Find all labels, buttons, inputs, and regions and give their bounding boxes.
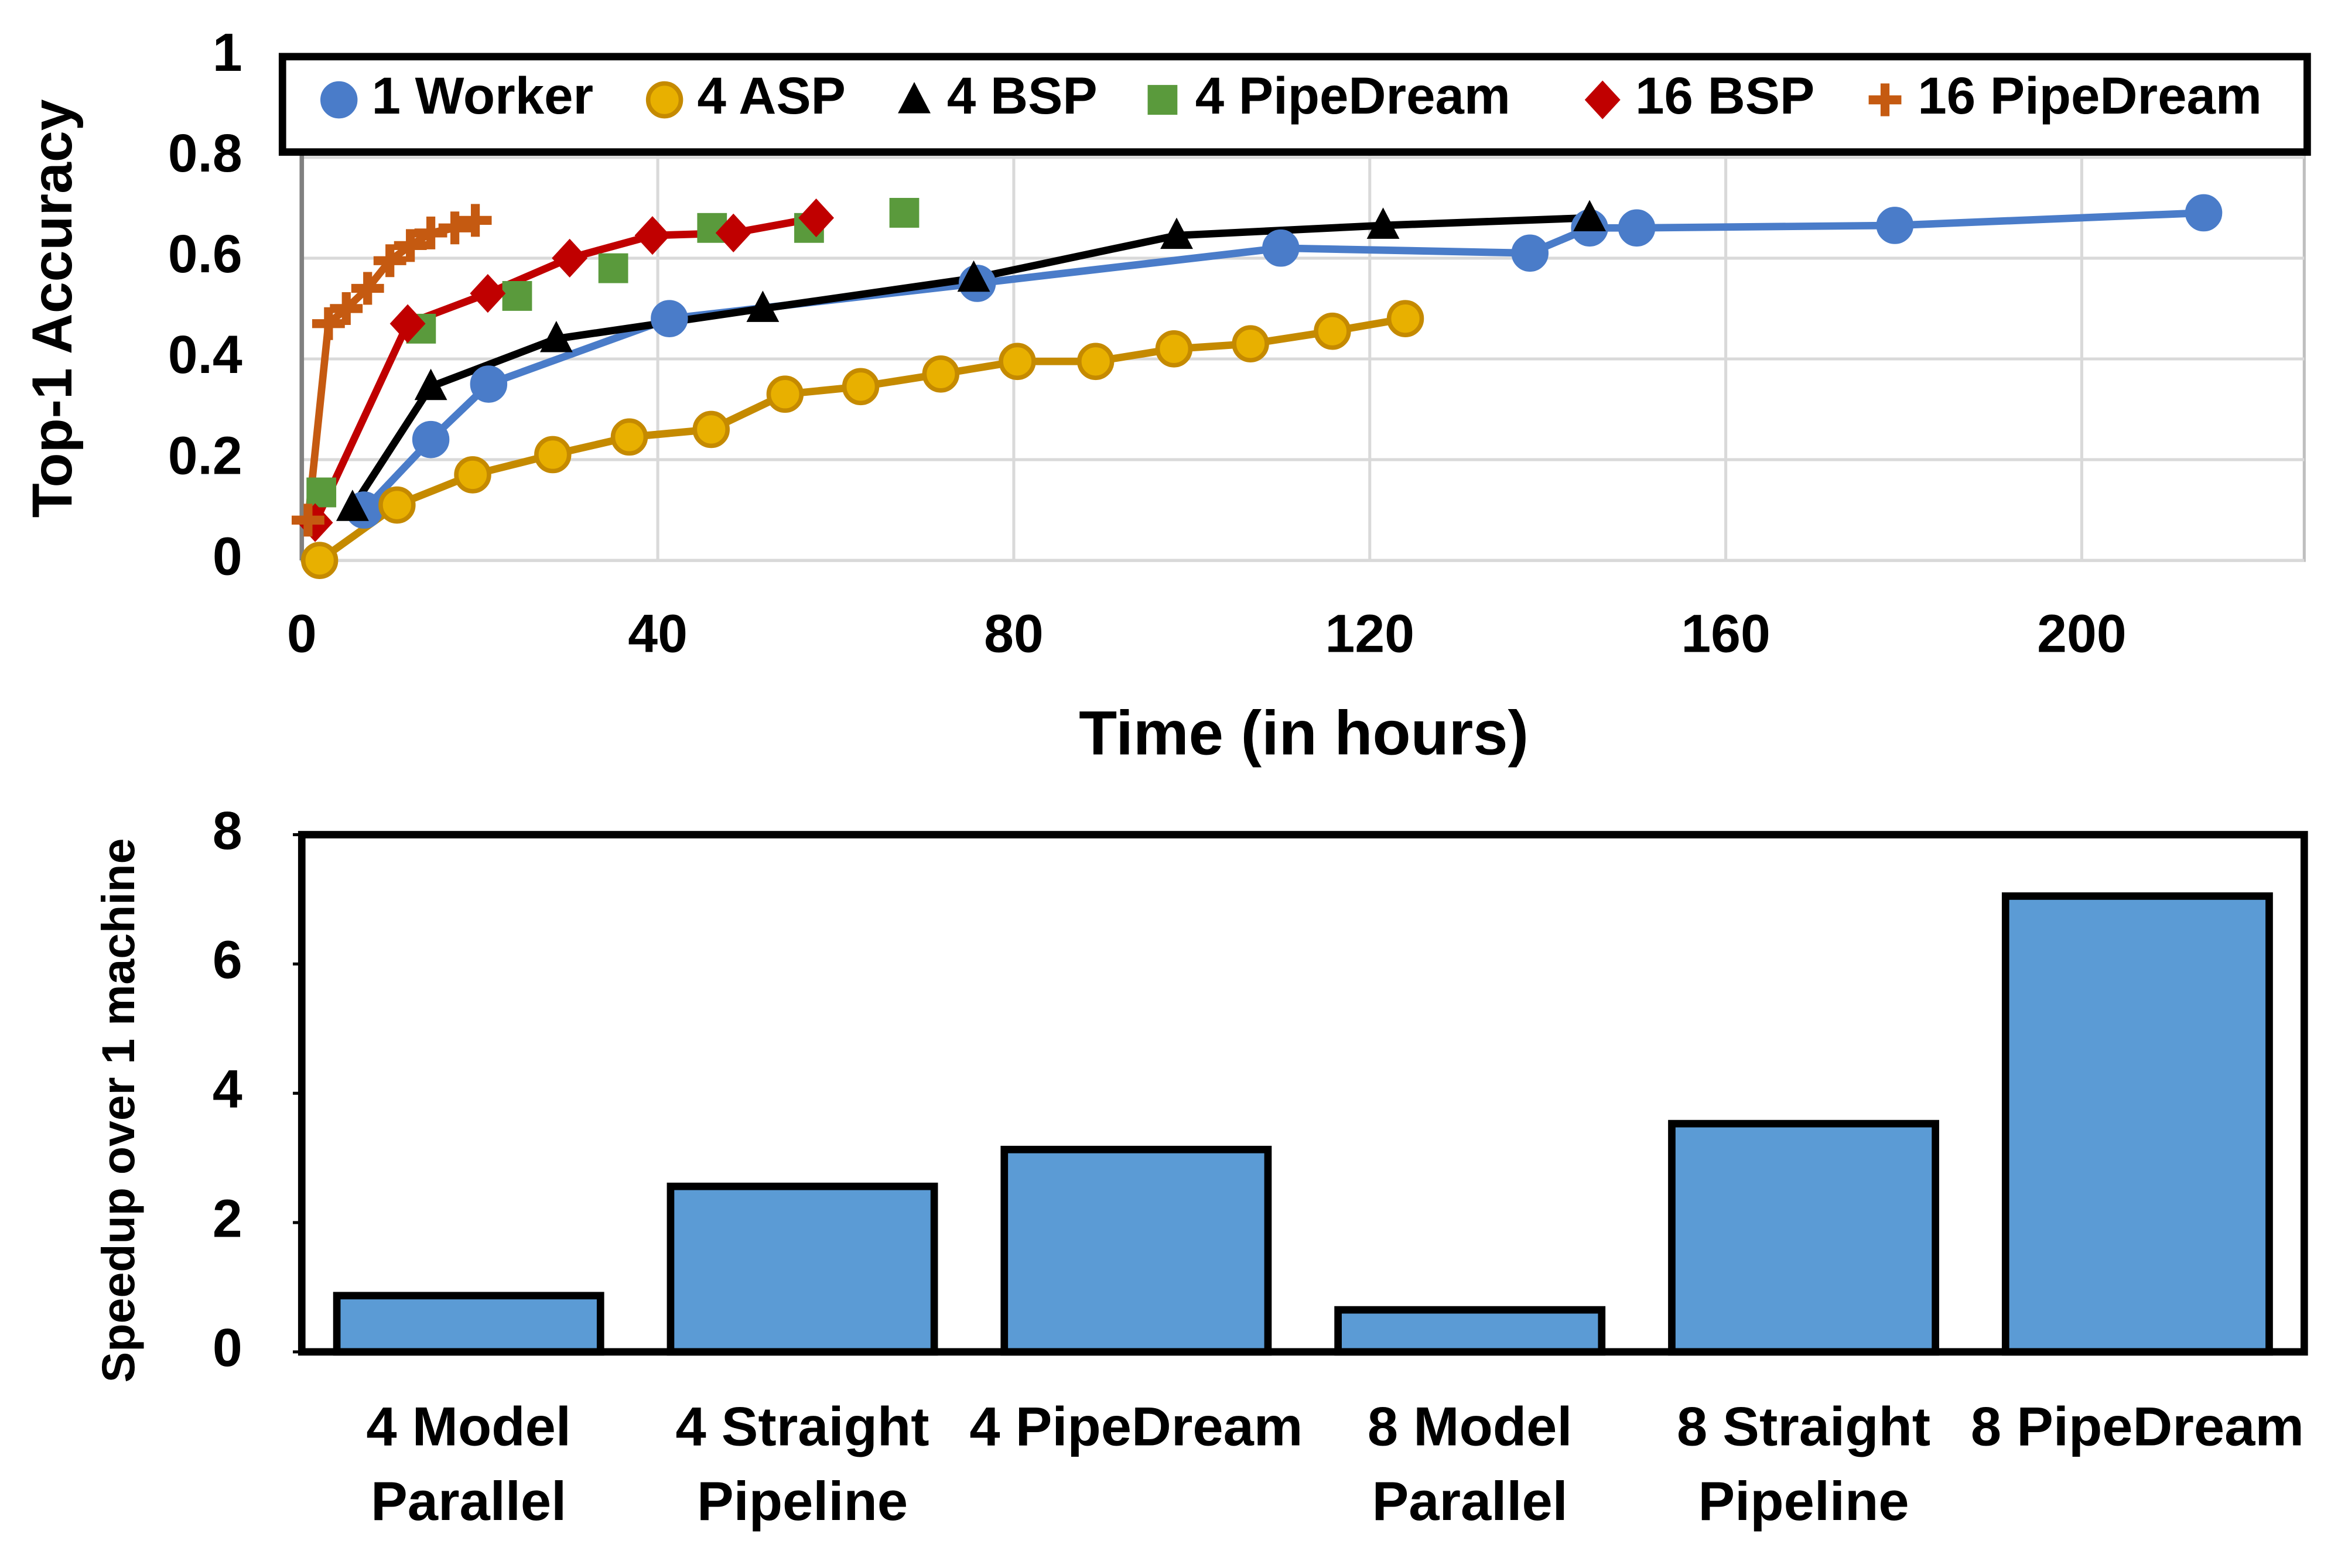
marker: [414, 216, 447, 249]
legend-label: 4 BSP: [947, 66, 1098, 125]
marker: [1077, 343, 1115, 381]
series-line: [349, 214, 1590, 510]
marker: [394, 229, 427, 262]
legend-label: 4 ASP: [697, 66, 845, 125]
marker: [306, 477, 337, 508]
legend-marker: [645, 81, 683, 119]
y-tick-label: 8: [213, 801, 242, 861]
marker: [692, 410, 730, 449]
y-tick-label: 6: [213, 930, 242, 990]
marker: [1511, 234, 1549, 272]
marker: [438, 211, 471, 245]
marker: [999, 343, 1036, 381]
marker: [922, 355, 960, 393]
legend-label: 4 PipeDream: [1195, 66, 1510, 125]
marker: [766, 375, 804, 413]
marker: [351, 272, 384, 305]
marker: [502, 280, 532, 311]
y-tick-label: 1: [213, 23, 242, 83]
x-axis-title: Time (in hours): [1079, 697, 1529, 768]
marker: [336, 489, 369, 521]
marker: [1232, 325, 1269, 362]
x-tick-label: 40: [628, 604, 688, 664]
legend-marker: [1584, 80, 1621, 119]
marker: [715, 213, 751, 252]
y-tick-label: 0: [213, 526, 242, 586]
bar: [1000, 1145, 1272, 1356]
x-tick-label: Pipeline: [697, 1470, 908, 1532]
plot-frame: [298, 831, 2308, 1356]
marker: [1314, 312, 1351, 350]
y-tick-label: 0.8: [168, 124, 242, 183]
y-tick-label: 0.4: [168, 325, 242, 385]
bar: [333, 1292, 604, 1356]
y-tick-label: 0: [213, 1318, 242, 1378]
legend-box: [278, 53, 2311, 156]
x-tick-label: 4 Model: [366, 1396, 571, 1457]
marker: [1160, 217, 1193, 249]
bar: [2001, 892, 2273, 1356]
marker: [414, 368, 447, 400]
marker: [291, 504, 324, 537]
x-tick-label: Parallel: [371, 1470, 566, 1532]
marker: [470, 274, 506, 313]
marker: [1573, 200, 1607, 231]
x-tick-label: 200: [2037, 604, 2126, 664]
x-tick-label: 4 Straight: [675, 1396, 929, 1457]
bar: [1668, 1119, 1939, 1356]
x-tick-label: 8 Model: [1368, 1396, 1573, 1457]
y-tick-label: 4: [213, 1059, 242, 1119]
marker: [1386, 300, 1424, 337]
marker: [2185, 194, 2223, 232]
x-tick-label: 8 Straight: [1677, 1396, 1930, 1457]
marker: [651, 300, 688, 337]
x-tick-label: 120: [1325, 604, 1414, 664]
legend-marker: [1147, 85, 1178, 115]
marker: [598, 253, 628, 283]
marker: [330, 292, 363, 325]
bar: [1334, 1306, 1606, 1356]
y-tick-label: 0.2: [168, 426, 242, 485]
y-axis-title: Top-1 Accuracy: [21, 99, 84, 518]
x-tick-label: 80: [984, 604, 1044, 664]
marker: [454, 456, 491, 494]
x-tick-label: 160: [1681, 604, 1770, 664]
marker: [552, 238, 588, 278]
legend-marker: [898, 82, 931, 114]
marker: [470, 365, 508, 403]
marker: [459, 204, 492, 237]
marker: [539, 321, 573, 352]
marker: [412, 420, 450, 458]
legend-marker: [320, 81, 358, 119]
x-tick-label: 8 PipeDream: [1971, 1396, 2304, 1457]
marker: [1155, 330, 1193, 368]
bar: [667, 1182, 938, 1356]
x-tick-label: Parallel: [1372, 1470, 1568, 1532]
marker: [534, 436, 572, 474]
marker: [957, 260, 990, 292]
y-tick-label: 0.6: [168, 224, 242, 284]
marker: [746, 290, 780, 322]
legend-label: 16 PipeDream: [1918, 66, 2262, 125]
marker: [312, 307, 345, 340]
y-tick-label: 2: [213, 1189, 242, 1248]
x-tick-label: 4 PipeDream: [969, 1396, 1303, 1457]
x-tick-label: Pipeline: [1698, 1470, 1909, 1532]
marker: [889, 198, 920, 228]
marker: [610, 418, 648, 456]
marker: [1262, 229, 1300, 267]
marker: [300, 542, 339, 579]
marker: [1876, 207, 1914, 244]
legend-marker: [1868, 83, 1902, 117]
legend-label: 16 BSP: [1635, 66, 1814, 125]
marker: [842, 368, 880, 406]
marker: [1618, 209, 1656, 247]
marker: [378, 486, 416, 524]
x-tick-label: 0: [287, 604, 317, 664]
y-axis-title: Speedup over 1 machine: [93, 838, 144, 1383]
legend-label: 1 Worker: [372, 66, 594, 125]
marker: [1366, 207, 1400, 239]
marker: [373, 244, 406, 278]
